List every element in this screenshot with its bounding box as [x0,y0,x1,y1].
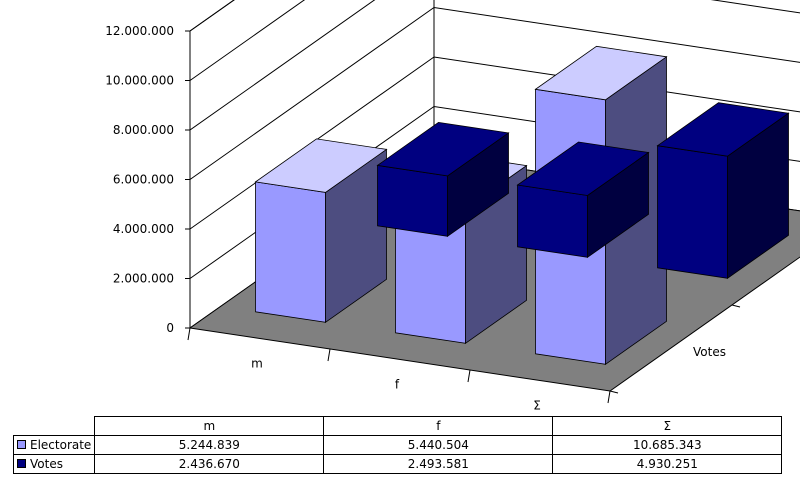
x-axis-ticks: m f Σ [187,327,611,411]
legend-swatch-electorate [17,440,26,449]
bar-votes [376,121,510,238]
gridline [189,0,306,81]
bar-top-face [534,45,668,101]
table-row-header: Electorate [12,435,96,455]
table-cell: 4.930.251 [552,454,783,474]
depth-tick-label: Votes [693,345,726,359]
bar-votes [656,102,790,280]
y-tick-label: 2.000.000 [113,272,174,286]
bar-front-face [255,181,326,323]
table-corner [13,416,96,436]
table-header-cell: f [323,416,554,436]
x-tick-label: m [251,357,263,371]
legend-swatch-votes [17,459,26,468]
chart-area: 0 2.000.000 4.000.000 6.000.000 8.000.000 10.… [105,0,800,411]
bar-electorate [254,138,388,324]
table-cell: 2.436.670 [94,454,325,474]
x-tick-mark [327,348,331,362]
x-tick-mark [187,327,191,341]
bar-top-face [254,138,388,193]
table-row-electorate: Electorate 5.244.839 5.440.504 10.685.34… [12,435,783,455]
depth-tick-mark [731,304,741,308]
table-cell: 2.493.581 [323,454,554,474]
x-tick-mark [607,390,611,404]
bar-votes [516,141,650,259]
data-table: m f Σ Electorate 5.244.839 5.440.504 10.… [12,416,783,474]
x-tick-mark [467,369,471,383]
bar-front-face [377,164,448,237]
series-name: Electorate [30,438,92,452]
y-tick-label: 6.000.000 [113,173,174,187]
table-cell: 5.440.504 [323,435,554,455]
depth-tick-mark [609,390,619,394]
bar-top-face [656,102,790,157]
y-tick-label: 8.000.000 [113,123,174,137]
x-tick-label: f [395,378,400,392]
bar-top-face [376,121,510,177]
y-tick-label: 10.000.000 [105,74,174,88]
table-cell: 5.244.839 [94,435,325,455]
y-tick-label: 0 [166,321,174,335]
gridline [189,6,800,180]
bar-front-face [657,145,728,279]
bars [254,45,790,366]
table-cell: 10.685.343 [552,435,783,455]
table-row-votes: Votes 2.436.670 2.493.581 4.930.251 [12,454,783,474]
gridline [189,0,800,131]
table-header-cell: Σ [552,416,783,436]
series-name: Votes [30,457,63,471]
bar-top-face [516,141,650,196]
y-tick-label: 4.000.000 [113,222,174,236]
table-header-row: m f Σ [13,416,783,436]
table-row-header: Votes [12,454,96,474]
depth-axis-ticks: VotesElectorate [609,304,741,394]
x-tick-label: Σ [533,399,541,411]
y-axis-ticks: 0 2.000.000 4.000.000 6.000.000 8.000.000 10.… [105,24,190,335]
bar-front-face [517,184,588,258]
table-header-cell: m [94,416,325,436]
y-tick-label: 12.000.000 [105,24,174,38]
